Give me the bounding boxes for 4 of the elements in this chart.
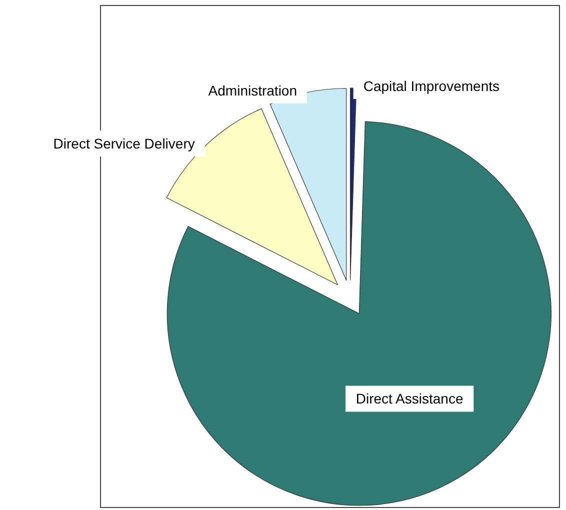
slice-label: Administration xyxy=(208,82,298,98)
slice-label: Capital Improvements xyxy=(363,78,500,94)
slice-label: Direct Service Delivery xyxy=(53,135,195,152)
slice-label: Direct Assistance xyxy=(356,390,464,407)
